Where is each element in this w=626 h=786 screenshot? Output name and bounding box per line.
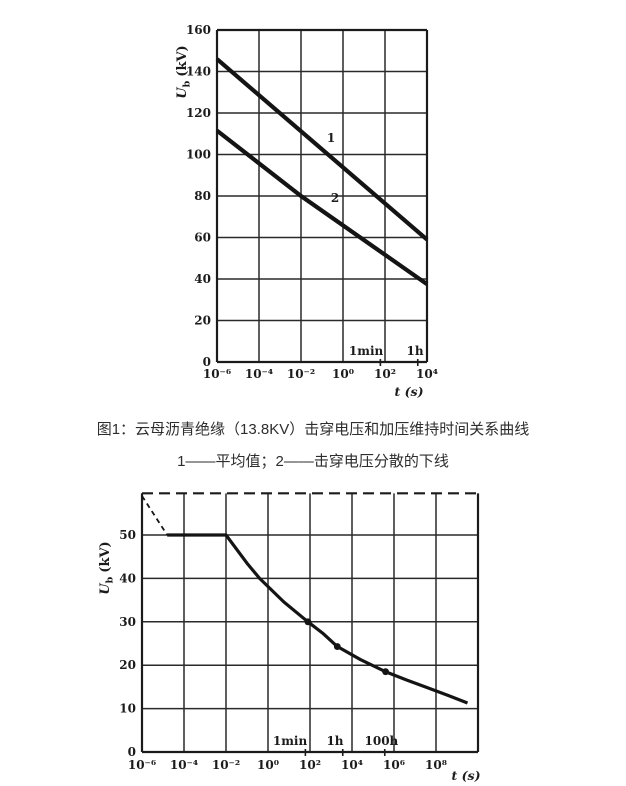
curve-labels: 12 xyxy=(327,131,339,205)
svg-text:1min: 1min xyxy=(349,344,384,358)
svg-text:10²: 10² xyxy=(374,367,396,381)
svg-text:10⁻⁴: 10⁻⁴ xyxy=(170,758,198,772)
svg-text:10⁴: 10⁴ xyxy=(416,367,438,381)
svg-text:10⁴: 10⁴ xyxy=(341,758,363,772)
svg-text:10⁰: 10⁰ xyxy=(257,758,279,772)
svg-text:0: 0 xyxy=(128,745,136,759)
svg-text:10⁻²: 10⁻² xyxy=(287,367,315,381)
svg-text:0: 0 xyxy=(203,355,211,369)
svg-text:30: 30 xyxy=(119,615,136,629)
svg-text:100h: 100h xyxy=(365,734,399,748)
svg-text:50: 50 xyxy=(119,528,136,542)
figure2-y-axis-title: Ub(kV) xyxy=(98,541,116,594)
data-point xyxy=(333,643,341,650)
figure1-caption: 图1：云母沥青绝缘（13.8KV）击穿电压和加压维持时间关系曲线 xyxy=(96,421,530,438)
data-point xyxy=(304,618,312,626)
svg-text:160: 160 xyxy=(186,23,211,37)
svg-text:20: 20 xyxy=(194,314,211,328)
svg-text:120: 120 xyxy=(186,106,211,120)
series-2 xyxy=(167,533,469,705)
time-marks: 1min 1h 100h xyxy=(273,734,399,756)
plot-frame xyxy=(215,28,429,364)
svg-text:40: 40 xyxy=(119,571,136,585)
axis-tick-labels: 10⁻⁶ 10⁻⁴ 10⁻² 10⁰ 10² 10⁴ 10⁶ 10⁸ 0 10 20 30 40 50 xyxy=(119,528,447,772)
grid xyxy=(216,29,428,363)
axis-tick-labels: 10⁻⁶ 10⁻⁴ 10⁻² 10⁰ 10² 10⁴ 0 20 40 60 80 100 120 140 1… xyxy=(186,23,438,381)
svg-text:1h: 1h xyxy=(406,344,423,358)
svg-text:10⁻⁴: 10⁻⁴ xyxy=(245,367,273,381)
svg-text:10: 10 xyxy=(119,702,136,716)
data-point xyxy=(382,668,389,676)
svg-text:10⁰: 10⁰ xyxy=(332,367,354,381)
svg-text:10⁶: 10⁶ xyxy=(383,758,405,772)
svg-text:10⁻⁶: 10⁻⁶ xyxy=(203,367,231,381)
svg-text:80: 80 xyxy=(194,189,211,203)
series-2 xyxy=(215,128,429,286)
svg-text:1: 1 xyxy=(327,131,335,145)
time-marks: 1min 1h xyxy=(349,344,424,366)
plot-frame xyxy=(140,492,480,754)
svg-text:1h: 1h xyxy=(326,734,343,748)
svg-text:20: 20 xyxy=(119,658,136,672)
series-1 xyxy=(141,495,168,536)
svg-text:140: 140 xyxy=(186,65,211,79)
x-axis-title: t (s) xyxy=(452,768,481,783)
svg-text:10⁻⁶: 10⁻⁶ xyxy=(128,758,156,772)
svg-text:10⁸: 10⁸ xyxy=(425,758,447,772)
svg-text:40: 40 xyxy=(194,272,211,286)
svg-text:100: 100 xyxy=(186,148,211,162)
figure1-y-axis-title: Ub(kV) xyxy=(175,45,193,98)
svg-text:10⁻²: 10⁻² xyxy=(212,758,240,772)
x-axis-title: t (s) xyxy=(395,384,424,399)
figure1-legend: 1——平均值；2——击穿电压分散的下线 xyxy=(177,453,449,470)
svg-text:10²: 10² xyxy=(299,758,321,772)
svg-text:2: 2 xyxy=(331,191,339,205)
series-1 xyxy=(215,57,429,242)
svg-text:1min: 1min xyxy=(273,734,308,748)
svg-text:60: 60 xyxy=(194,231,211,245)
